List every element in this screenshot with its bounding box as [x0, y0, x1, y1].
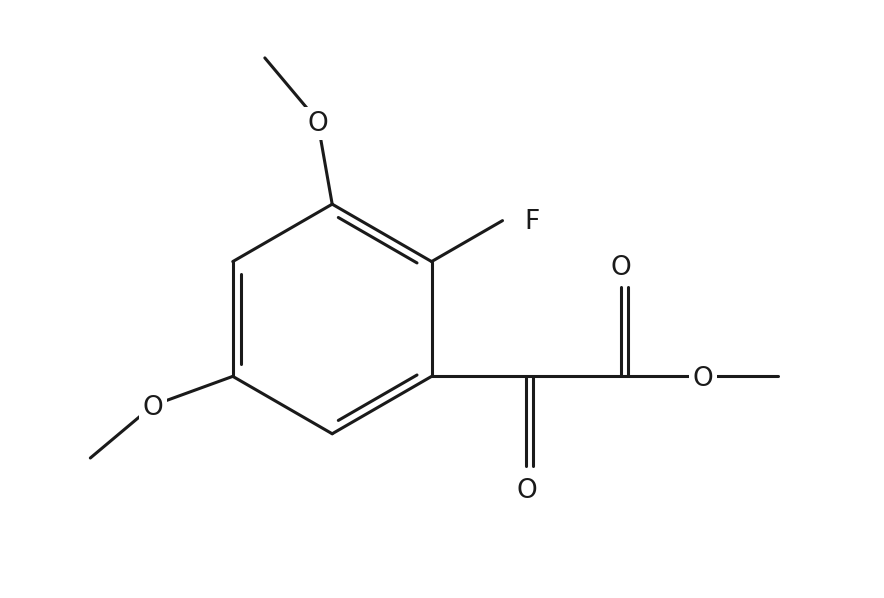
Text: O: O: [142, 395, 164, 422]
Text: O: O: [693, 367, 713, 392]
Text: O: O: [516, 478, 537, 504]
Text: F: F: [524, 209, 540, 234]
Text: O: O: [611, 255, 632, 280]
Text: O: O: [307, 111, 328, 136]
